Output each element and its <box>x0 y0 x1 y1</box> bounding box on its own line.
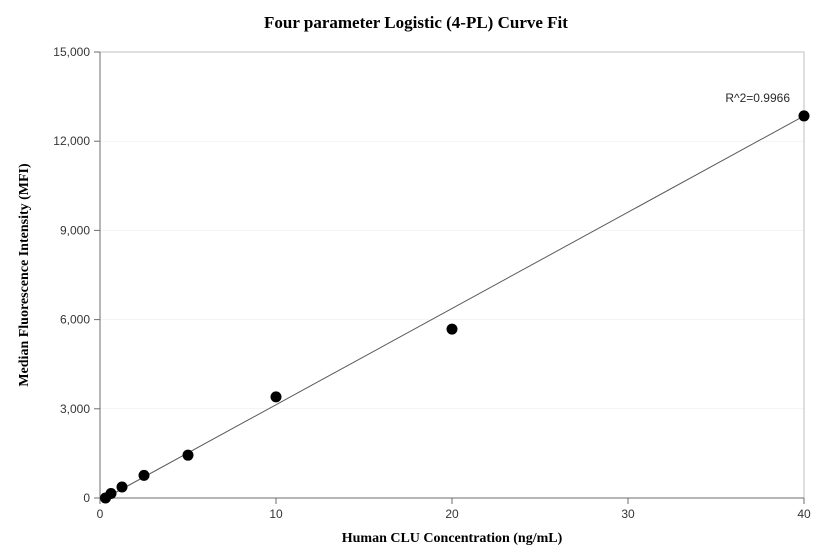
data-point <box>183 450 194 461</box>
chart-background <box>0 0 832 560</box>
y-tick-label: 15,000 <box>53 45 90 59</box>
chart-svg: 0 10 20 30 40 0 3,000 6,000 9,000 12,000 15,000 R^2… <box>0 0 832 560</box>
x-tick-label: 40 <box>797 507 811 521</box>
y-tick-label: 0 <box>83 491 90 505</box>
x-axis-title: Human CLU Concentration (ng/mL) <box>342 531 563 546</box>
data-point <box>106 488 117 499</box>
data-point <box>447 324 458 335</box>
chart-container: 0 10 20 30 40 0 3,000 6,000 9,000 12,000 15,000 R^2… <box>0 0 832 560</box>
y-tick-label: 12,000 <box>53 134 90 148</box>
x-tick-label: 10 <box>269 507 283 521</box>
y-tick-label: 6,000 <box>60 313 90 327</box>
data-point <box>799 110 810 121</box>
y-tick-label: 3,000 <box>60 402 90 416</box>
r-squared-annotation: R^2=0.9966 <box>725 91 790 105</box>
x-tick-label: 20 <box>445 507 459 521</box>
data-point <box>117 481 128 492</box>
y-axis-title: Median Fluorescence Intensity (MFI) <box>17 163 32 387</box>
chart-title: Four parameter Logistic (4-PL) Curve Fit <box>264 13 568 32</box>
data-point <box>271 391 282 402</box>
x-tick-label: 30 <box>621 507 635 521</box>
data-point <box>139 470 150 481</box>
y-tick-label: 9,000 <box>60 223 90 237</box>
x-tick-label: 0 <box>97 507 104 521</box>
